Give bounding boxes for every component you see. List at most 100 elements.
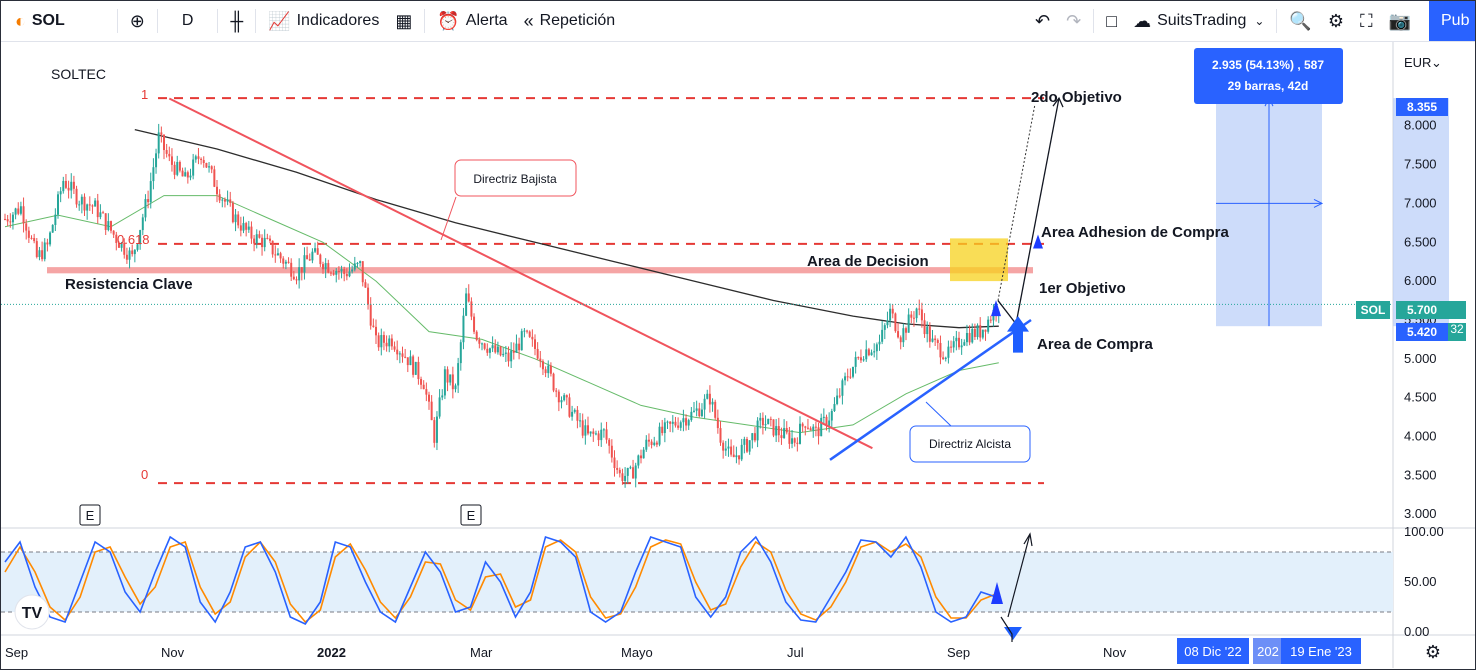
settings-button[interactable]: ⚙	[1320, 1, 1352, 41]
candle-body	[131, 250, 134, 255]
triangle-up-icon[interactable]	[991, 582, 1003, 604]
candle-body	[756, 420, 759, 441]
fullscreen-button[interactable]: ⛶	[1352, 1, 1381, 41]
publish-button[interactable]: Pub	[1429, 1, 1475, 41]
replay-label: Repetición	[539, 12, 616, 29]
candle-body	[488, 348, 491, 353]
candle-body	[653, 442, 656, 445]
zones[interactable]	[47, 238, 1033, 282]
candle-body	[777, 426, 780, 436]
projection-box[interactable]	[1216, 97, 1449, 327]
candle-body	[216, 186, 218, 195]
candle-body	[420, 379, 423, 385]
stochastic-line[interactable]	[4, 539, 997, 624]
earnings-marker[interactable]: E	[79, 504, 101, 526]
candle-body	[613, 457, 616, 468]
dotted-projection[interactable]	[997, 104, 1036, 301]
candle-body	[862, 359, 865, 361]
candle-body	[714, 401, 717, 418]
account-button[interactable]: ☁ SuitsTrading ⌄	[1125, 1, 1272, 41]
candle-body	[332, 272, 335, 275]
candle-body	[348, 271, 351, 277]
decision-zone[interactable]	[950, 238, 1008, 282]
candle-body	[51, 224, 54, 233]
candle-body	[886, 320, 889, 326]
projection-path[interactable]	[1015, 97, 1060, 324]
candle-body	[149, 181, 152, 203]
compare-button[interactable]: ⊕	[122, 1, 153, 41]
candle-body	[751, 433, 754, 441]
symbol-search[interactable]: ◐ SOL	[1, 1, 73, 41]
snapshot-button[interactable]: 📷	[1381, 1, 1419, 41]
stochastic-projection[interactable]	[1000, 533, 1031, 642]
directriz-bajista-callout[interactable]: Directriz Bajista	[440, 159, 577, 241]
chevron-down-icon[interactable]: ⌄	[1431, 55, 1442, 70]
price-tick: 3.500	[1404, 467, 1437, 482]
resistance-zone[interactable]	[47, 267, 1033, 274]
candle-body	[412, 356, 415, 375]
layout-button[interactable]: □	[1098, 1, 1125, 41]
candle-body	[234, 214, 237, 223]
stochastic-axis[interactable]: 0.00 50.00 100.00	[1404, 524, 1444, 639]
candle-body	[979, 325, 982, 338]
stochastic-pane[interactable]	[4, 532, 1033, 642]
price-tick: 7.000	[1404, 195, 1437, 210]
replay-button[interactable]: « Repetición	[516, 1, 624, 41]
candle-body	[499, 346, 502, 356]
interval-button[interactable]: D	[162, 1, 214, 41]
candle-body	[369, 304, 372, 326]
undo-button[interactable]: ↶	[1027, 1, 1058, 41]
candle-body	[197, 156, 200, 159]
candle-body	[261, 237, 264, 248]
date-badge-label: 19 Ene '23	[1290, 644, 1352, 659]
candle-body	[231, 202, 234, 223]
time-axis[interactable]: Sep Nov 2022 Mar Mayo Jul Sep Nov	[5, 645, 1127, 660]
directriz-alcista-callout[interactable]: Directriz Alcista	[909, 401, 1031, 463]
search-button[interactable]: 🔍	[1281, 1, 1319, 41]
stochastic-tick: 50.00	[1404, 574, 1437, 589]
candle-body	[202, 159, 205, 163]
candle-body	[594, 433, 597, 435]
candle-body	[43, 242, 46, 260]
candle-body	[735, 455, 738, 458]
candle-body	[565, 395, 568, 398]
projection-arrows[interactable]	[991, 96, 1064, 353]
buy-arrow-icon[interactable]	[1004, 627, 1022, 640]
projection-path[interactable]	[997, 300, 1017, 325]
candle-body	[775, 426, 778, 436]
currency-label[interactable]: EUR	[1404, 55, 1431, 70]
candle-body	[846, 376, 849, 378]
fib-levels[interactable]	[158, 97, 1044, 485]
chart-canvas[interactable]: 3.0003.5004.0004.5005.0005.5006.0006.500…	[1, 42, 1475, 668]
date-badges: 08 Dic '22 202 19 Ene '23	[1177, 638, 1361, 664]
chart-type-button[interactable]: ╫	[222, 1, 251, 41]
price-pane[interactable]	[1, 42, 1393, 528]
candle-body	[14, 208, 17, 215]
triangle-up-icon[interactable]	[991, 300, 1001, 317]
chart-title: SOLTEC	[51, 66, 106, 82]
candle-body	[107, 221, 110, 230]
redo-button[interactable]: ↷	[1058, 1, 1089, 41]
price-tick: 3.000	[1404, 506, 1437, 521]
alert-button[interactable]: ⏰ Alerta	[429, 1, 515, 41]
candle-body	[375, 326, 377, 336]
gear-icon[interactable]: ⚙	[1425, 642, 1441, 663]
earnings-marker[interactable]: E	[460, 504, 482, 526]
candle-body	[944, 357, 947, 359]
candle-body	[706, 393, 709, 399]
indicators-button[interactable]: 📈 Indicadores	[260, 1, 387, 41]
candle-body	[35, 241, 38, 257]
triangle-up-icon[interactable]	[1033, 234, 1043, 249]
candles[interactable]	[4, 123, 1000, 488]
templates-button[interactable]: ▦	[387, 1, 420, 41]
candle-body	[192, 159, 195, 176]
buy-arrow-icon[interactable]	[1007, 316, 1029, 353]
ma-long-line[interactable]	[134, 128, 999, 329]
trend-line-bajista[interactable]	[168, 97, 873, 450]
tradingview-logo-icon[interactable]: TV	[14, 594, 50, 630]
trend-line-alcista[interactable]	[829, 318, 1032, 461]
candle-body	[157, 132, 160, 154]
earnings-label: E	[86, 508, 95, 523]
candle-body	[581, 420, 584, 436]
stochastic-line[interactable]	[4, 535, 997, 626]
